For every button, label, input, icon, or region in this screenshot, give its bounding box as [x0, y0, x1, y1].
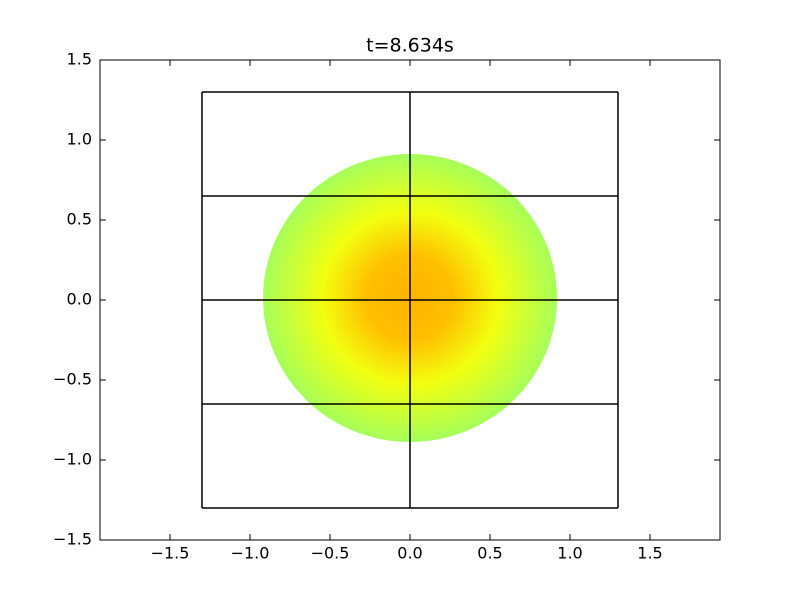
y-tick-label: 0.5	[67, 210, 92, 229]
x-tick-label: −1.5	[151, 544, 190, 563]
y-tick-label: 0.0	[67, 290, 92, 309]
y-tick-label: 1.5	[67, 50, 92, 69]
y-tick-label: 1.0	[67, 130, 92, 149]
x-tick-label: −1.0	[231, 544, 270, 563]
x-tick-label: 0.5	[477, 544, 502, 563]
y-tick-label: −1.5	[53, 530, 92, 549]
x-tick-label: 0.0	[397, 544, 422, 563]
x-tick-label: −0.5	[311, 544, 350, 563]
x-tick-label: 1.5	[637, 544, 662, 563]
y-tick-label: −1.0	[53, 450, 92, 469]
y-tick-label: −0.5	[53, 370, 92, 389]
x-tick-label: 1.0	[557, 544, 582, 563]
chart-title: t=8.634s	[366, 35, 454, 57]
